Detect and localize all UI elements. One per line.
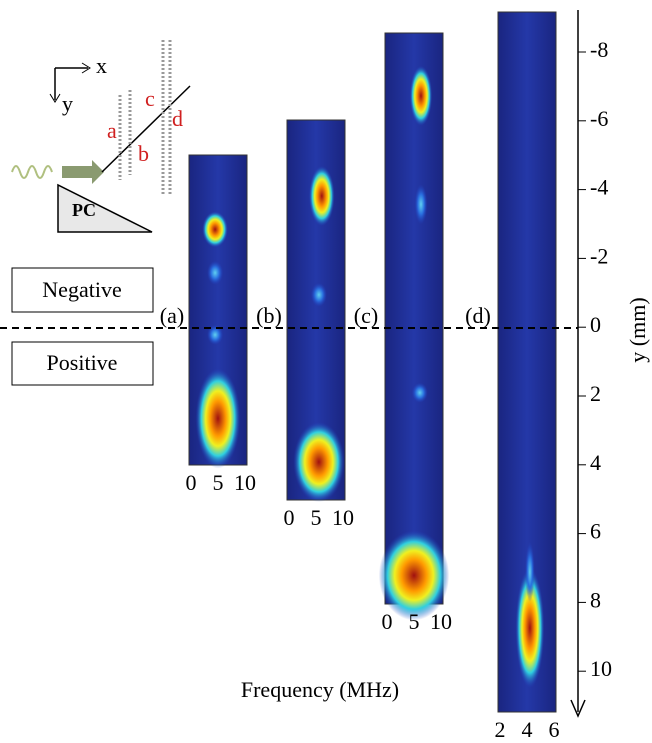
x-tick-label: 10 [332,505,354,530]
panel-label: (d) [465,303,491,328]
negative-label: Negative [42,277,121,302]
inset-x-label: x [96,53,107,78]
x-tick-label: 5 [409,609,420,634]
y-tick-label: 2 [590,381,601,406]
y-tick-label: 6 [590,519,601,544]
x-tick-label: 0 [382,609,393,634]
y-tick-label: -6 [590,106,608,131]
x-tick-label: 10 [430,609,452,634]
y-tick-label: -2 [590,243,608,268]
spectrogram-spot [310,282,327,307]
spectrogram-spot [207,324,224,345]
point-label: d [172,106,183,131]
point-label: b [138,141,149,166]
panel-label: (a) [160,303,184,328]
y-tick-label: 8 [590,587,601,612]
spectrogram-spot [309,166,335,226]
spectrogram-spot [202,211,228,248]
inset-y-label: y [62,91,73,116]
y-tick-label: 4 [590,450,601,475]
panel-label: (b) [256,303,282,328]
x-tick-label: 5 [311,505,322,530]
positive-label: Positive [47,350,118,375]
spectrogram-spot [414,184,428,225]
x-tick-label: 6 [549,717,560,738]
y-axis-label: y (mm) [625,297,650,362]
spectrogram-spot [409,65,433,126]
x-tick-label: 5 [213,470,224,495]
spectrogram-spot [515,568,545,688]
spectrogram-spot [378,530,450,621]
spectrogram-spot [195,368,241,469]
negative-box [11,267,154,313]
x-tick-label: 10 [234,470,256,495]
y-axis-arrow [570,699,586,718]
inset [11,40,191,233]
spectrogram-spot [293,422,345,502]
y-tick-label: -8 [590,37,608,62]
x-axis-label: Frequency (MHz) [241,677,399,702]
x-tick-label: 2 [495,717,506,738]
spectrogram-spot [525,542,535,602]
spectrogram-spot [411,382,428,403]
positive-box [11,341,154,386]
y-tick-label: 0 [590,312,601,337]
y-tick-label: -4 [590,175,608,200]
x-tick-label: 4 [522,717,533,738]
panel-label: (c) [354,303,378,328]
x-tick-label: 0 [284,505,295,530]
y-tick-label: 10 [590,656,612,681]
point-label: c [145,86,155,111]
spectrogram [384,32,444,605]
prism-label: PC [72,200,96,220]
x-tick-label: 0 [186,470,197,495]
point-label: a [107,118,117,143]
spectrogram-spot [207,260,224,285]
